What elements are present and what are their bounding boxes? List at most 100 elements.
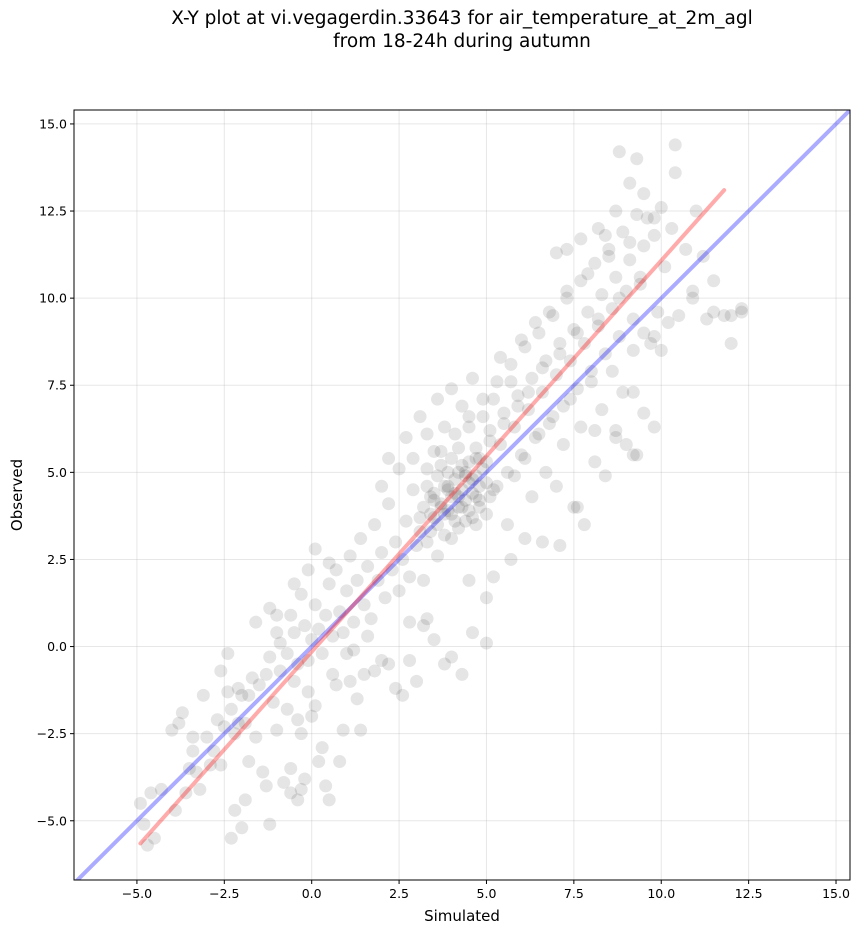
- scatter-point: [637, 239, 651, 253]
- scatter-point: [483, 490, 497, 504]
- scatter-point: [375, 653, 389, 667]
- scatter-point: [686, 284, 700, 298]
- scatter-point: [354, 723, 368, 737]
- scatter-point: [210, 713, 224, 727]
- scatter-point: [668, 138, 682, 152]
- scatter-point: [486, 570, 500, 584]
- scatter-point: [445, 382, 459, 396]
- scatter-point: [521, 403, 535, 417]
- scatter-point: [249, 730, 263, 744]
- scatter-point: [389, 535, 403, 549]
- scatter-point: [280, 647, 294, 661]
- scatter-point: [343, 549, 357, 563]
- scatter-point: [452, 465, 466, 479]
- scatter-point: [500, 518, 514, 532]
- scatter-point: [549, 479, 563, 493]
- scatter-point: [245, 671, 259, 685]
- scatter-point: [462, 476, 476, 490]
- scatter-point: [630, 208, 644, 222]
- scatter-point: [535, 361, 549, 375]
- scatter-point: [301, 563, 315, 577]
- scatter-point: [595, 288, 609, 302]
- scatter-point: [570, 326, 584, 340]
- scatter-point: [696, 249, 710, 263]
- scatter-point: [689, 204, 703, 218]
- scatter-point: [371, 573, 385, 587]
- scatter-point: [584, 364, 598, 378]
- scatter-point: [420, 612, 434, 626]
- scatter-point: [707, 305, 721, 319]
- scatter-point: [270, 626, 284, 640]
- scatter-point: [609, 270, 623, 284]
- scatter-point: [445, 650, 459, 664]
- regression-line: [138, 188, 727, 846]
- scatter-point: [259, 667, 273, 681]
- scatter-point: [406, 451, 420, 465]
- scatter-point: [560, 242, 574, 256]
- scatter-point: [672, 309, 686, 323]
- scatter-point: [486, 392, 500, 406]
- scatter-point: [528, 316, 542, 330]
- scatter-point: [291, 713, 305, 727]
- scatter-point: [259, 779, 273, 793]
- scatter-point: [441, 479, 455, 493]
- scatter-point: [609, 424, 623, 438]
- scatter-point: [630, 152, 644, 166]
- scatter-point: [270, 723, 284, 737]
- scatter-point: [364, 612, 378, 626]
- scatter-point: [329, 563, 343, 577]
- scatter-point: [507, 469, 521, 483]
- scatter-point: [469, 441, 483, 455]
- scatter-point: [654, 343, 668, 357]
- scatter-point: [308, 598, 322, 612]
- scatter-point: [619, 284, 633, 298]
- scatter-point: [427, 493, 441, 507]
- scatter-point: [556, 437, 570, 451]
- scatter-point: [165, 723, 179, 737]
- scatter-point: [147, 831, 161, 845]
- scatter-point: [434, 458, 448, 472]
- scatter-point: [637, 406, 651, 420]
- scatter-point: [214, 664, 228, 678]
- scatter-point: [242, 688, 256, 702]
- scatter-point: [598, 469, 612, 483]
- scatter-point: [438, 420, 452, 434]
- scatter-point: [333, 605, 347, 619]
- scatter-point: [455, 483, 469, 497]
- scatter-point: [357, 667, 371, 681]
- scatter-point: [424, 490, 438, 504]
- scatter-point: [455, 500, 469, 514]
- scatter-point: [445, 532, 459, 546]
- scatter-point: [518, 340, 532, 354]
- scatter-point: [707, 274, 721, 288]
- scatter-point: [514, 448, 528, 462]
- scatter-point: [647, 420, 661, 434]
- chart-subtitle: from 18-24h during autumn: [333, 31, 591, 52]
- scatter-point: [616, 385, 630, 399]
- scatter-point: [479, 455, 493, 469]
- scatter-point: [438, 479, 452, 493]
- scatter-point: [511, 389, 525, 403]
- scatter-point: [413, 511, 427, 525]
- y-tick-label: 0.0: [47, 639, 67, 654]
- scatter-point: [612, 329, 626, 343]
- scatter-point: [479, 636, 493, 650]
- scatter-point: [410, 539, 424, 553]
- scatter-point: [413, 410, 427, 424]
- scatter-point: [431, 392, 445, 406]
- scatter-point: [434, 500, 448, 514]
- scatter-point: [427, 486, 441, 500]
- scatter-point: [577, 336, 591, 350]
- y-axis-label: Observed: [8, 459, 26, 531]
- scatter-point: [182, 762, 196, 776]
- scatter-point: [472, 479, 486, 493]
- y-tick-label: −5.0: [37, 813, 67, 828]
- scatter-point: [448, 514, 462, 528]
- scatter-point: [563, 354, 577, 368]
- scatter-point: [588, 455, 602, 469]
- scatter-point: [476, 392, 490, 406]
- scatter-point: [591, 312, 605, 326]
- scatter-point: [591, 319, 605, 333]
- scatter-point: [392, 462, 406, 476]
- scatter-point: [465, 371, 479, 385]
